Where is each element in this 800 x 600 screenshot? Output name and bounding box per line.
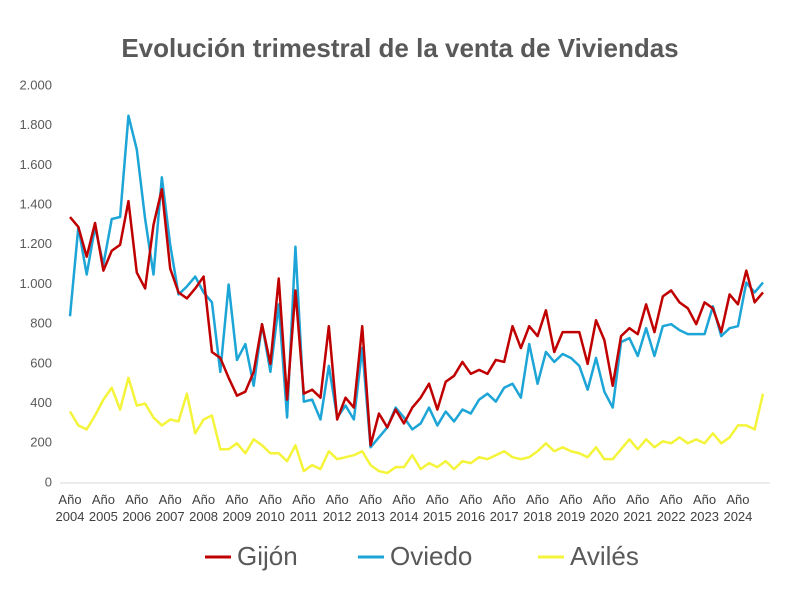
x-tick-label: Año 2010 <box>255 492 285 524</box>
x-tick-label: Año 2014 <box>389 492 419 524</box>
y-tick-label: 1.400 <box>19 197 52 212</box>
y-tick-label: 1.000 <box>19 276 52 291</box>
x-tick-label: Año 2009 <box>222 492 252 524</box>
x-tick-label: Año 2024 <box>723 492 753 524</box>
x-tick-label: Año 2006 <box>122 492 152 524</box>
x-tick-label: Año 2016 <box>456 492 486 524</box>
y-tick-label: 1.200 <box>19 236 52 251</box>
x-tick-label: Año 2022 <box>656 492 686 524</box>
y-tick-label: 1.800 <box>19 117 52 132</box>
line-series <box>68 114 764 449</box>
legend-label: Avilés <box>570 541 639 571</box>
x-tick-label: Año 2008 <box>189 492 219 524</box>
y-tick-label: 200 <box>30 435 52 450</box>
x-tick-label: Año 2017 <box>489 492 519 524</box>
y-tick-label: 400 <box>30 395 52 410</box>
y-tick-label: 1.600 <box>19 157 52 172</box>
x-tick-label: Año 2011 <box>289 492 318 524</box>
x-tick-label: Año 2012 <box>322 492 352 524</box>
legend-label: Oviedo <box>390 541 472 571</box>
y-tick-label: 800 <box>30 316 52 331</box>
x-tick-label: Año 2004 <box>55 492 85 524</box>
x-tick-label: Año 2020 <box>589 492 619 524</box>
y-tick-label: 600 <box>30 355 52 370</box>
x-tick-label: Año 2007 <box>155 492 185 524</box>
x-tick-label: Año 2018 <box>523 492 553 524</box>
x-tick-label: Año 2023 <box>690 492 719 524</box>
y-tick-label: 2.000 <box>19 77 52 92</box>
x-tick-label: Año 2015 <box>422 492 452 524</box>
x-tick-label: Año 2021 <box>623 492 653 524</box>
x-tick-label: Año 2019 <box>556 492 586 524</box>
x-tick-label: Año 2005 <box>88 492 118 524</box>
y-tick-label: 0 <box>45 474 52 489</box>
line-series <box>69 187 764 447</box>
line-series <box>68 376 765 475</box>
x-tick-label: Año 2013 <box>356 492 386 524</box>
chart-title: Evolución trimestral de la venta de Vivi… <box>121 33 678 63</box>
legend-label: Gijón <box>237 541 298 571</box>
